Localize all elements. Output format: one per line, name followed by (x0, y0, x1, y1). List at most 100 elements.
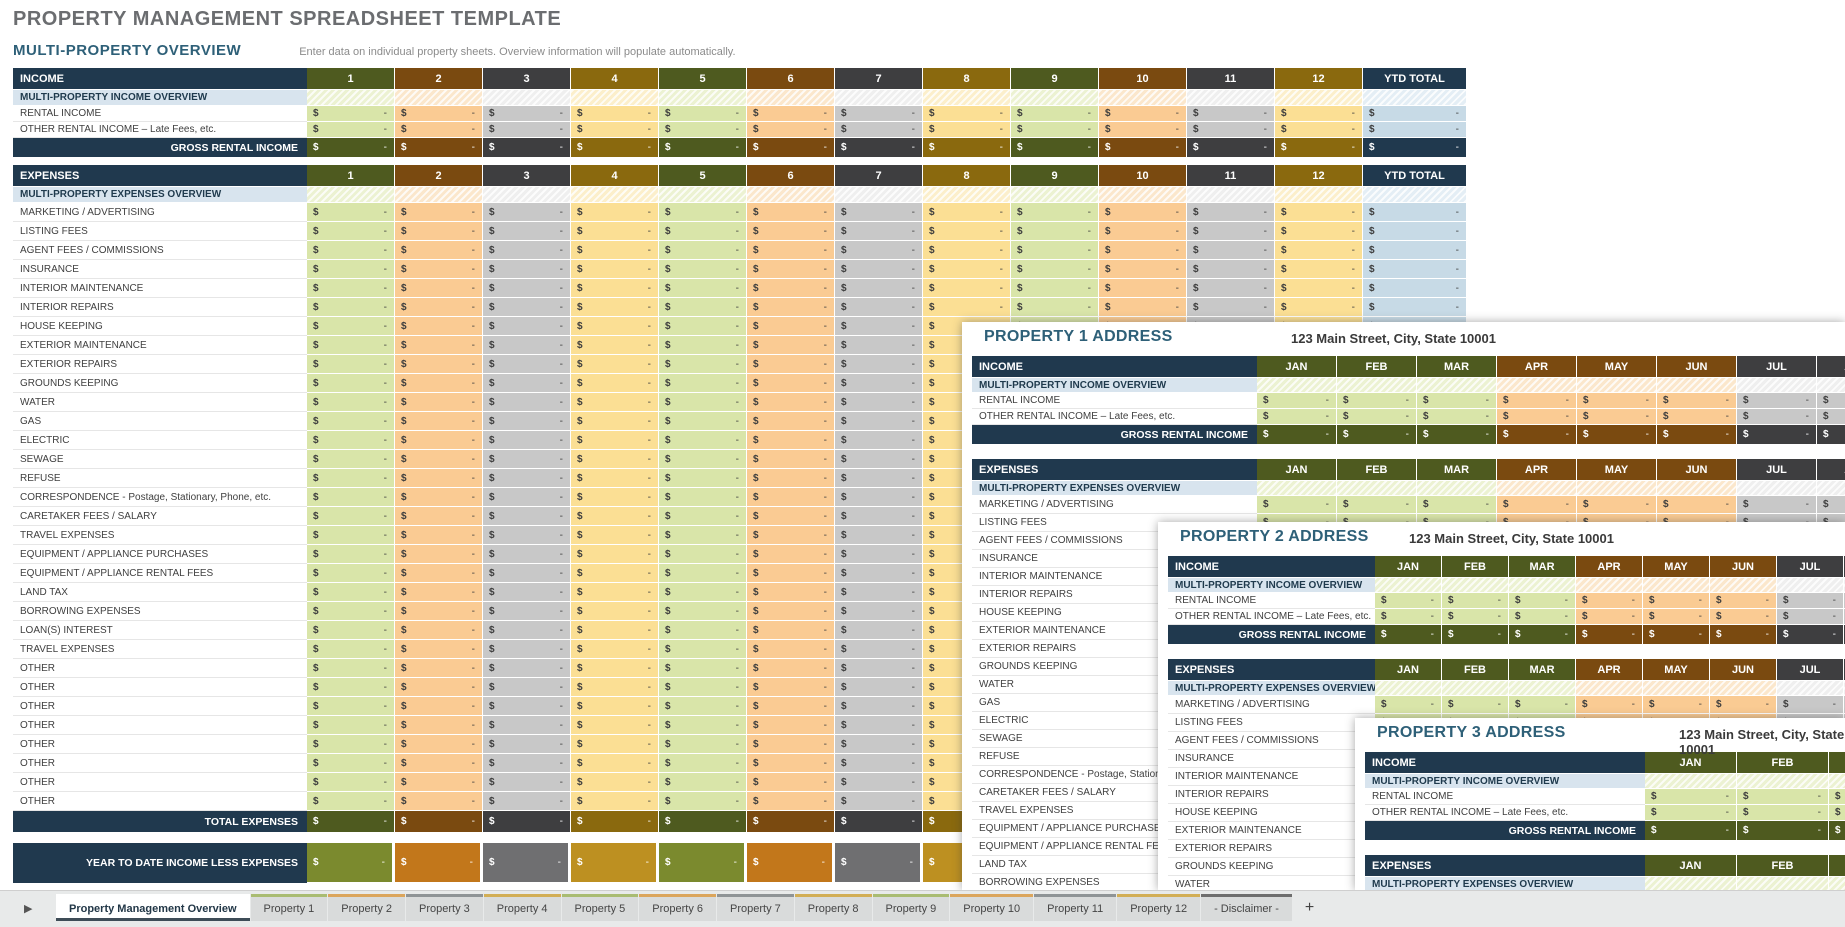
data-cell[interactable]: $- (659, 716, 747, 735)
column-header[interactable]: MAR (1829, 752, 1845, 774)
data-cell[interactable]: $- (571, 279, 659, 298)
row-label[interactable]: RENTAL INCOME (13, 106, 307, 122)
data-cell[interactable]: $- (571, 697, 659, 716)
data-cell[interactable]: $- (483, 697, 571, 716)
row-label[interactable]: BORROWING EXPENSES (13, 602, 307, 621)
overview-cell[interactable] (1275, 187, 1363, 203)
row-label[interactable]: AGENT FEES / COMMISSIONS (13, 241, 307, 260)
total-cell[interactable]: $- (1497, 425, 1577, 445)
data-cell[interactable]: $- (1337, 409, 1417, 425)
data-cell[interactable]: $- (659, 317, 747, 336)
total-cell[interactable]: $- (1187, 138, 1275, 158)
row-label[interactable]: RENTAL INCOME (1168, 593, 1375, 609)
data-cell[interactable]: $- (395, 106, 483, 122)
row-label[interactable]: INTERIOR MAINTENANCE (1168, 768, 1375, 786)
data-cell[interactable]: $- (923, 106, 1011, 122)
data-cell[interactable]: $- (307, 773, 395, 792)
overview-row-label[interactable]: MULTI-PROPERTY INCOME OVERVIEW (1365, 774, 1645, 789)
total-cell[interactable]: $- (1011, 138, 1099, 158)
overview-cell[interactable] (835, 187, 923, 203)
data-cell[interactable]: $- (659, 203, 747, 222)
data-cell[interactable]: $- (483, 716, 571, 735)
overview-cell[interactable] (1829, 774, 1845, 789)
data-cell[interactable]: $- (1657, 393, 1737, 409)
data-cell[interactable]: $- (307, 678, 395, 697)
column-header[interactable]: 7 (835, 68, 923, 90)
overview-cell[interactable] (659, 187, 747, 203)
overview-cell[interactable] (1737, 774, 1829, 789)
data-cell[interactable]: $- (1099, 106, 1187, 122)
data-cell[interactable]: $- (659, 241, 747, 260)
data-cell[interactable]: $- (307, 716, 395, 735)
data-cell[interactable]: $- (483, 735, 571, 754)
data-cell[interactable]: $- (747, 203, 835, 222)
column-header[interactable]: 2 (395, 68, 483, 90)
data-cell[interactable]: $- (659, 792, 747, 811)
data-cell[interactable]: $- (747, 659, 835, 678)
overview-cell[interactable] (1577, 481, 1657, 496)
column-header[interactable]: 8 (923, 68, 1011, 90)
table-header-label[interactable]: EXPENSES (1168, 659, 1375, 681)
total-cell[interactable]: $- (1645, 821, 1737, 841)
column-header[interactable]: JUL (1737, 356, 1817, 378)
data-cell[interactable]: $- (835, 697, 923, 716)
data-cell[interactable]: $- (659, 564, 747, 583)
total-cell[interactable]: $- (1737, 821, 1829, 841)
data-cell[interactable]: $- (571, 241, 659, 260)
data-cell[interactable]: $- (747, 602, 835, 621)
data-cell[interactable]: $- (395, 564, 483, 583)
overview-cell[interactable] (1187, 187, 1275, 203)
data-cell[interactable]: $- (1645, 789, 1737, 805)
total-cell[interactable]: $- (1710, 625, 1777, 645)
column-header[interactable]: 8 (923, 165, 1011, 187)
overview-row-label[interactable]: MULTI-PROPERTY EXPENSES OVERVIEW (13, 187, 307, 203)
data-cell[interactable]: $- (1710, 696, 1777, 714)
total-cell[interactable]: $- (1442, 625, 1509, 645)
data-cell[interactable]: $- (747, 122, 835, 138)
row-label[interactable]: CORRESPONDENCE - Postage, Stationary, Ph… (13, 488, 307, 507)
data-cell[interactable]: $- (395, 122, 483, 138)
data-cell[interactable]: $- (659, 583, 747, 602)
data-cell[interactable]: $- (835, 792, 923, 811)
data-cell[interactable]: $- (483, 678, 571, 697)
data-cell[interactable]: $- (835, 222, 923, 241)
data-cell[interactable]: $- (307, 122, 395, 138)
table-header-label[interactable]: EXPENSES (1365, 855, 1645, 877)
data-cell[interactable]: $- (1417, 409, 1497, 425)
data-cell[interactable]: $- (395, 298, 483, 317)
data-cell[interactable]: $- (307, 393, 395, 412)
overview-cell[interactable] (1187, 90, 1275, 106)
data-cell[interactable]: $- (307, 602, 395, 621)
overview-cell[interactable] (1657, 481, 1737, 496)
data-cell[interactable]: $- (307, 279, 395, 298)
data-cell[interactable]: $- (747, 298, 835, 317)
data-cell[interactable]: $- (483, 488, 571, 507)
data-cell[interactable]: $- (747, 716, 835, 735)
data-cell[interactable]: $- (1011, 122, 1099, 138)
data-cell[interactable]: $- (835, 754, 923, 773)
data-cell[interactable]: $- (1099, 122, 1187, 138)
column-header[interactable]: FEB (1737, 752, 1829, 774)
data-cell[interactable]: $- (747, 336, 835, 355)
data-cell[interactable]: $- (307, 241, 395, 260)
data-cell[interactable]: $- (923, 298, 1011, 317)
total-cell[interactable]: $- (1363, 138, 1467, 158)
data-cell[interactable]: $- (659, 488, 747, 507)
data-cell[interactable]: $- (659, 602, 747, 621)
column-header[interactable]: MAR (1829, 855, 1845, 877)
data-cell[interactable]: $- (659, 735, 747, 754)
overview-cell[interactable] (1442, 681, 1509, 696)
data-cell[interactable]: $- (1099, 260, 1187, 279)
data-cell[interactable]: $- (835, 241, 923, 260)
overview-cell[interactable] (1643, 578, 1710, 593)
column-header[interactable]: AUG (1817, 459, 1845, 481)
data-cell[interactable]: $- (571, 106, 659, 122)
data-cell[interactable]: $- (1737, 393, 1817, 409)
data-cell[interactable]: $- (395, 336, 483, 355)
data-cell[interactable]: $- (571, 412, 659, 431)
row-label[interactable]: WATER (1168, 876, 1375, 890)
data-cell[interactable]: $- (571, 716, 659, 735)
data-cell[interactable]: $- (395, 412, 483, 431)
data-cell[interactable]: $- (395, 431, 483, 450)
column-header[interactable]: APR (1576, 659, 1643, 681)
